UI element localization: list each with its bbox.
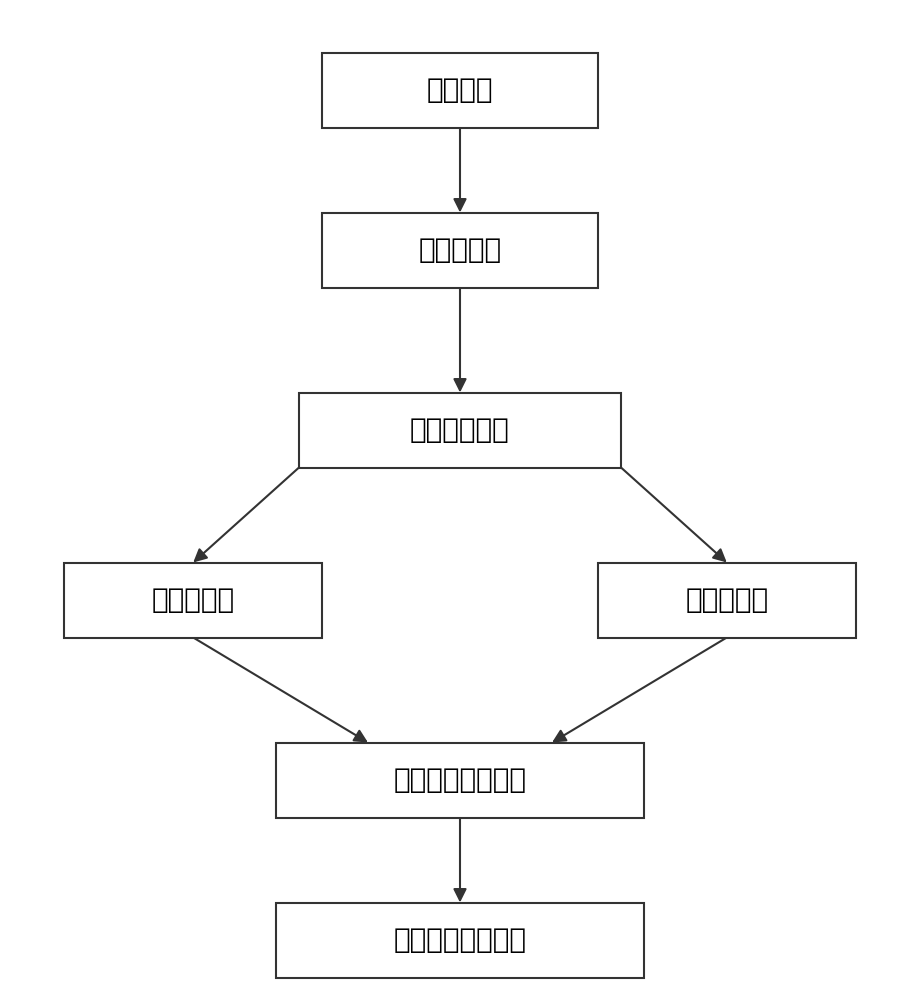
Bar: [322, 52, 597, 127]
Bar: [597, 562, 855, 638]
Text: 猪场设备生命周期: 猪场设备生命周期: [393, 926, 526, 954]
Bar: [276, 742, 643, 818]
Bar: [299, 392, 620, 468]
Text: 维护保养率: 维护保养率: [685, 586, 767, 614]
Bar: [64, 562, 322, 638]
Text: 故障维修率: 故障维修率: [152, 586, 234, 614]
Text: 时序信号系统: 时序信号系统: [410, 416, 509, 444]
Bar: [276, 902, 643, 978]
Text: 猪场设备: 猪场设备: [426, 76, 493, 104]
Text: 生命周期状态评估: 生命周期状态评估: [393, 766, 526, 794]
Text: 数据库系统: 数据库系统: [418, 236, 501, 264]
Bar: [322, 213, 597, 288]
